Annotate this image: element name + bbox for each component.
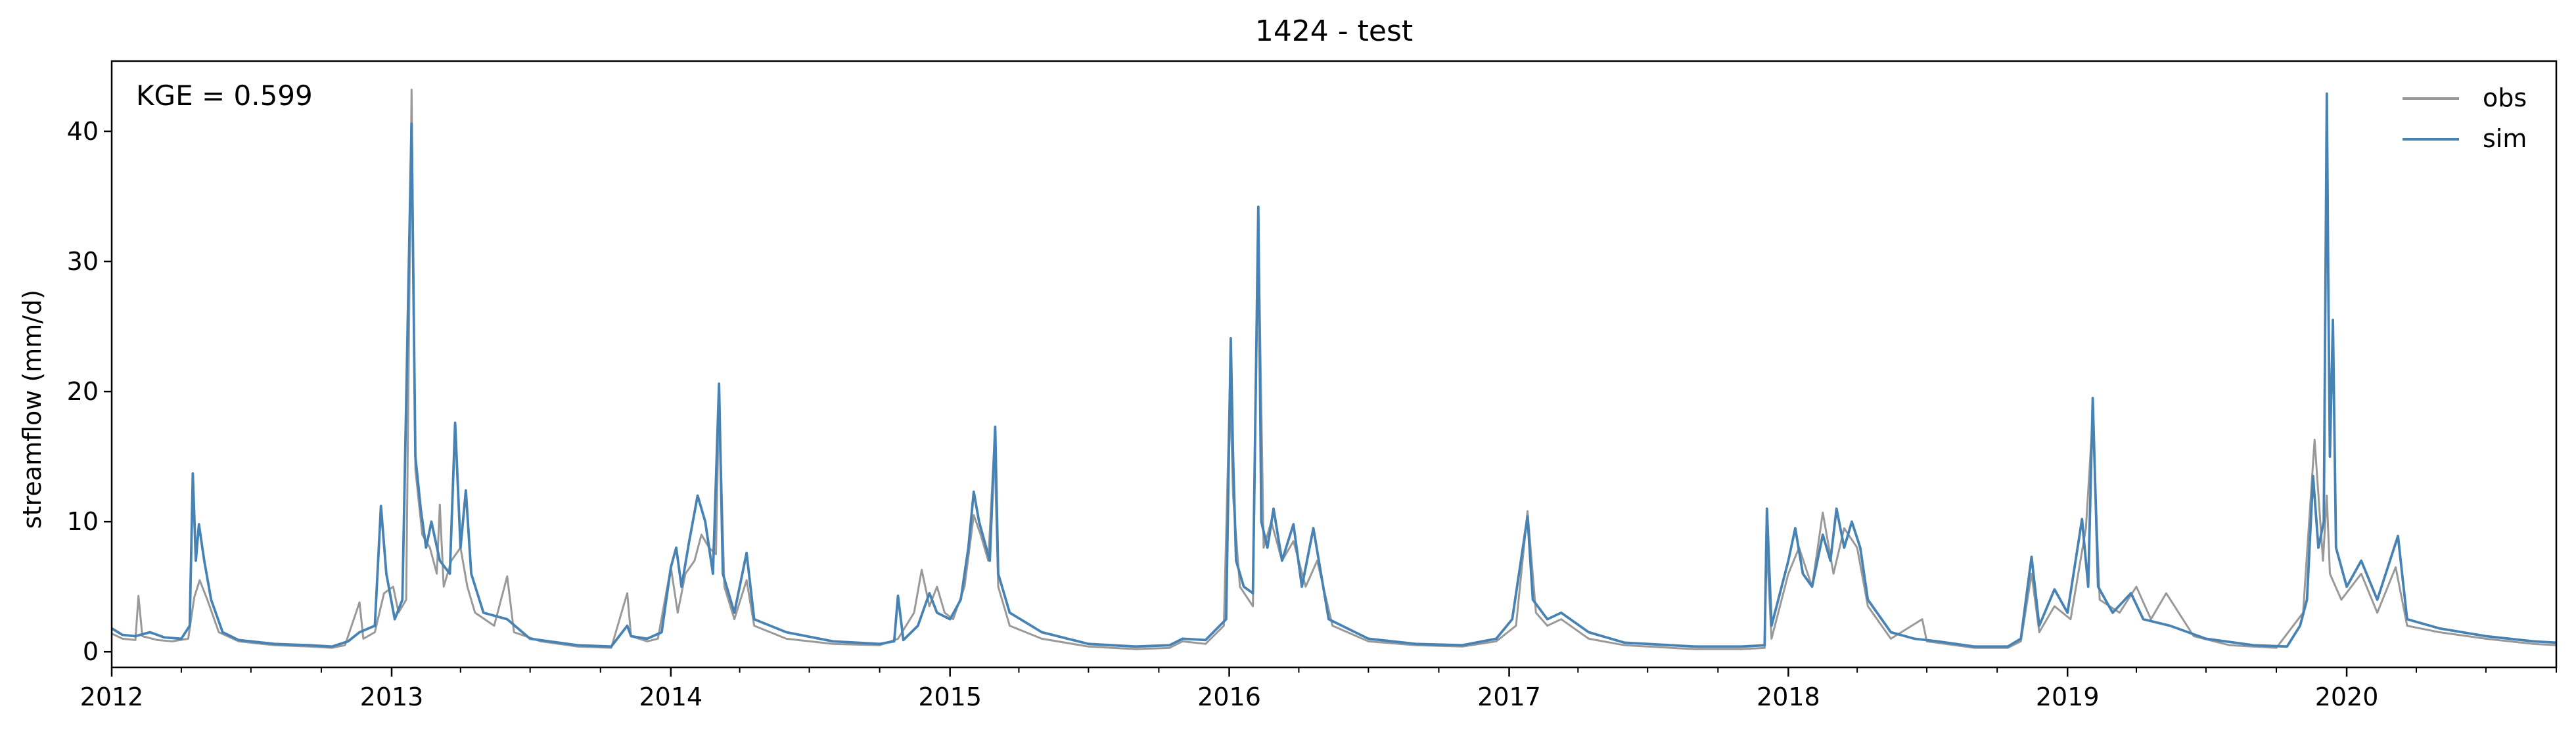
chart-legend: obs sim — [2403, 83, 2527, 153]
y-tick-label: 40 — [67, 117, 99, 146]
x-tick-label: 2020 — [2315, 682, 2379, 711]
x-tick-label: 2012 — [80, 682, 144, 711]
y-tick-label: 0 — [83, 637, 99, 666]
legend-label-obs: obs — [2483, 83, 2527, 112]
chart-title: 1424 - test — [1255, 14, 1413, 48]
x-tick-label: 2015 — [918, 682, 982, 711]
x-tick-label: 2013 — [360, 682, 424, 711]
series-line-obs — [112, 89, 2556, 650]
series-layer — [112, 89, 2556, 650]
x-tick-label: 2018 — [1757, 682, 1820, 711]
x-tick-label: 2014 — [639, 682, 702, 711]
kge-annotation: KGE = 0.599 — [136, 79, 313, 112]
y-tick-label: 10 — [67, 507, 99, 536]
axis-ticks: 0 10 20 30 40 2012 2013 2014 2015 2016 2017 2018 201… — [67, 117, 2557, 711]
y-axis-label: streamflow (mm/d) — [18, 290, 47, 529]
x-tick-label: 2017 — [1477, 682, 1541, 711]
x-tick-label: 2019 — [2036, 682, 2100, 711]
plot-frame — [110, 60, 2558, 669]
y-tick-label: 30 — [67, 247, 99, 276]
y-tick-label: 20 — [67, 377, 99, 406]
series-line-sim — [112, 92, 2556, 648]
legend-label-sim: sim — [2483, 124, 2527, 153]
x-tick-label: 2016 — [1197, 682, 1261, 711]
